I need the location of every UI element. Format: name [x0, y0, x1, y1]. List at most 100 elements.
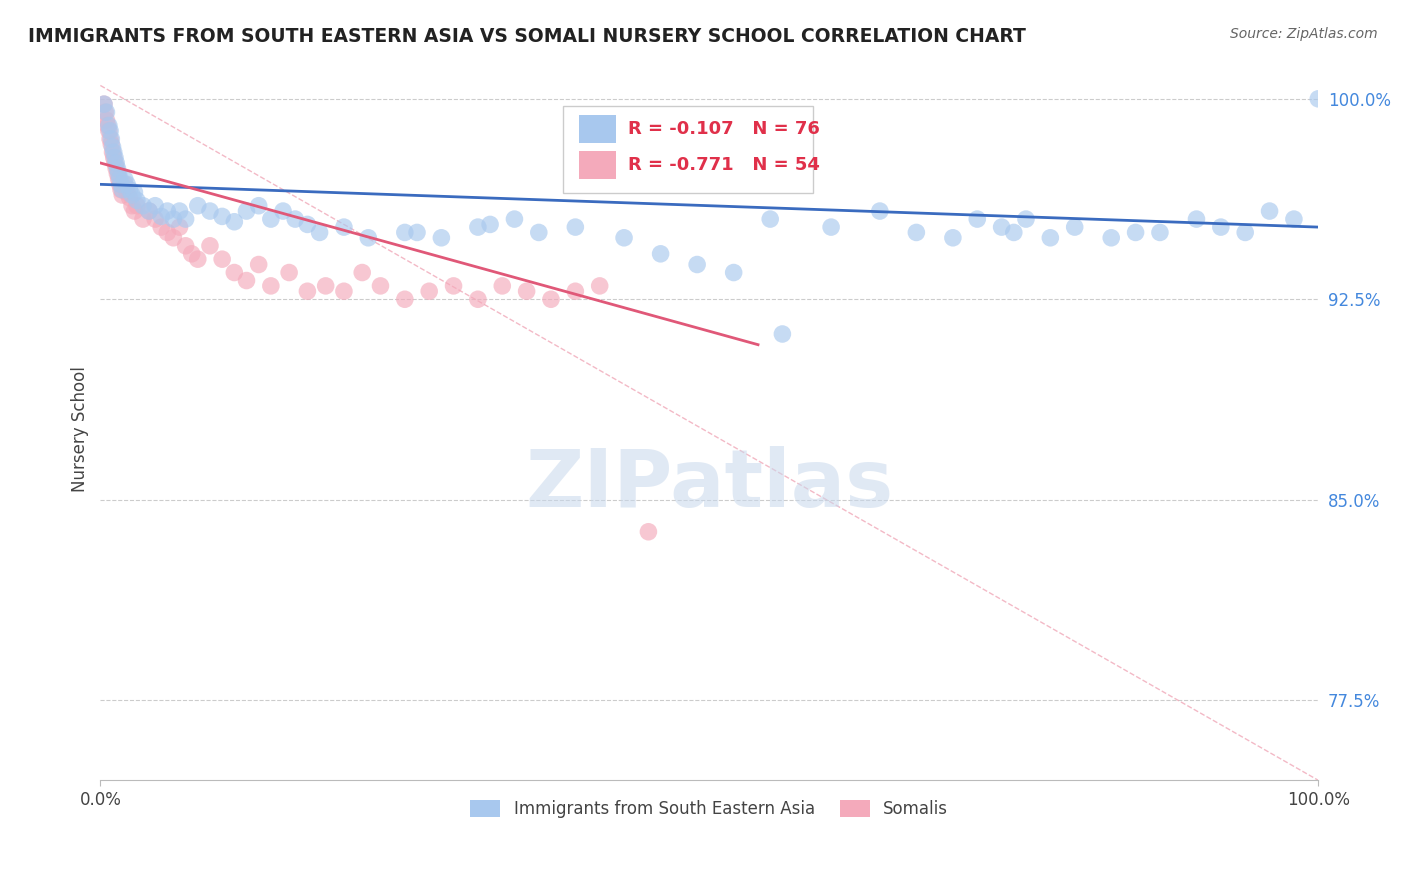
Point	[115, 178, 138, 192]
Point	[613, 231, 636, 245]
Point	[104, 151, 127, 165]
Point	[169, 220, 191, 235]
Point	[138, 204, 160, 219]
Point	[125, 194, 148, 208]
Point	[406, 226, 429, 240]
FancyBboxPatch shape	[564, 105, 813, 194]
Point	[759, 212, 782, 227]
Point	[110, 183, 132, 197]
Point	[93, 97, 115, 112]
Point	[357, 231, 380, 245]
Point	[101, 145, 124, 160]
Point	[115, 186, 138, 200]
Point	[132, 212, 155, 227]
Point	[820, 220, 842, 235]
Point	[100, 137, 122, 152]
Point	[150, 220, 173, 235]
Point	[97, 119, 120, 133]
Point	[107, 167, 129, 181]
Point	[150, 210, 173, 224]
Point	[105, 156, 128, 170]
Point	[235, 204, 257, 219]
Point	[143, 199, 166, 213]
Text: IMMIGRANTS FROM SOUTH EASTERN ASIA VS SOMALI NURSERY SCHOOL CORRELATION CHART: IMMIGRANTS FROM SOUTH EASTERN ASIA VS SO…	[28, 27, 1026, 45]
Point	[97, 119, 120, 133]
Point	[637, 524, 659, 539]
Bar	[579, 152, 616, 179]
Point	[98, 132, 121, 146]
Point	[394, 226, 416, 240]
Point	[114, 172, 136, 186]
Point	[1125, 226, 1147, 240]
Point	[110, 178, 132, 192]
Point	[162, 212, 184, 227]
Point	[103, 151, 125, 165]
Text: R = -0.771   N = 54: R = -0.771 N = 54	[627, 156, 820, 174]
Point	[491, 279, 513, 293]
Point	[1039, 231, 1062, 245]
Point	[174, 239, 197, 253]
Point	[467, 220, 489, 235]
Point	[589, 279, 612, 293]
Point	[352, 266, 374, 280]
Point	[1185, 212, 1208, 227]
Point	[278, 266, 301, 280]
Point	[235, 274, 257, 288]
Point	[107, 167, 129, 181]
Point	[224, 215, 246, 229]
Point	[418, 284, 440, 298]
Point	[1258, 204, 1281, 219]
Point	[394, 292, 416, 306]
Point	[1002, 226, 1025, 240]
Point	[169, 204, 191, 219]
Point	[174, 212, 197, 227]
Point	[284, 212, 307, 227]
Point	[187, 199, 209, 213]
Point	[966, 212, 988, 227]
Point	[94, 105, 117, 120]
Point	[333, 284, 356, 298]
Point	[93, 97, 115, 112]
Point	[107, 172, 129, 186]
Text: ZIPatlas: ZIPatlas	[526, 446, 893, 524]
Point	[479, 218, 502, 232]
Point	[124, 186, 146, 200]
Text: Source: ZipAtlas.com: Source: ZipAtlas.com	[1230, 27, 1378, 41]
Legend: Immigrants from South Eastern Asia, Somalis: Immigrants from South Eastern Asia, Soma…	[464, 793, 955, 825]
Point	[124, 204, 146, 219]
Point	[103, 145, 125, 160]
Point	[260, 212, 283, 227]
Point	[527, 226, 550, 240]
Point	[118, 183, 141, 197]
Point	[443, 279, 465, 293]
Point	[540, 292, 562, 306]
Point	[1308, 92, 1330, 106]
Point	[104, 156, 127, 170]
Point	[98, 124, 121, 138]
Point	[260, 279, 283, 293]
Point	[96, 113, 118, 128]
Point	[100, 132, 122, 146]
Point	[467, 292, 489, 306]
Point	[503, 212, 526, 227]
Point	[650, 247, 672, 261]
Point	[333, 220, 356, 235]
Point	[905, 226, 928, 240]
Point	[297, 284, 319, 298]
Point	[308, 226, 330, 240]
Point	[156, 226, 179, 240]
Point	[516, 284, 538, 298]
Point	[97, 124, 120, 138]
Point	[723, 266, 745, 280]
Point	[121, 188, 143, 202]
Point	[198, 204, 221, 219]
Point	[370, 279, 392, 293]
Point	[990, 220, 1012, 235]
Point	[942, 231, 965, 245]
Point	[96, 105, 118, 120]
Point	[1099, 231, 1122, 245]
Point	[247, 199, 270, 213]
Point	[180, 247, 202, 261]
Point	[869, 204, 891, 219]
Point	[211, 210, 233, 224]
